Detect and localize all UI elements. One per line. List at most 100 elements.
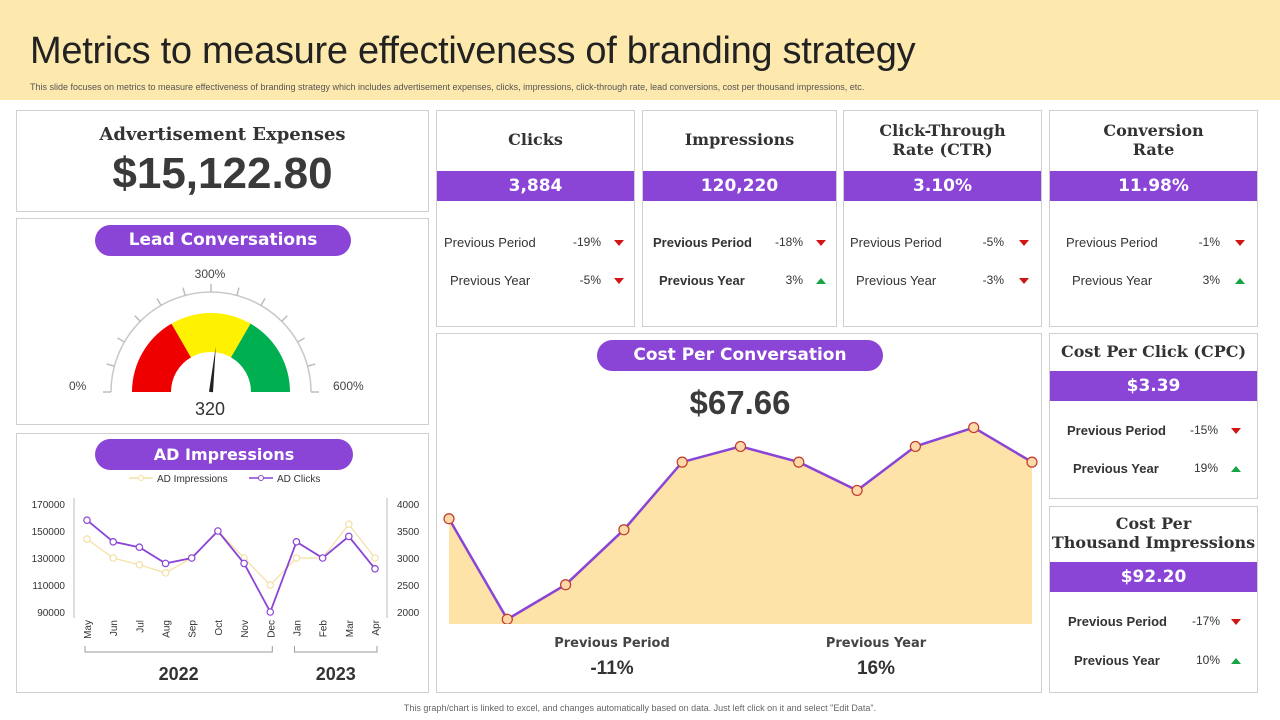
- x-tick-label: Sep: [188, 620, 199, 638]
- gauge-tick: [307, 363, 316, 367]
- comparison-row: Previous Period -1%: [1050, 235, 1257, 253]
- arrow-down-icon: [614, 278, 624, 284]
- data-point: [161, 569, 170, 577]
- arrow-up-icon: [1231, 466, 1241, 472]
- y-left-tick-label: 110000: [32, 581, 65, 592]
- gauge-tick: [156, 298, 162, 306]
- gauge-tick: [134, 315, 141, 322]
- kpi-impressions-panel: Impressions 120,220 Previous Period -18% P…: [642, 110, 837, 327]
- comparison-value: -19%: [572, 235, 601, 249]
- comparison-label: Previous Period: [1068, 614, 1167, 629]
- ad-expenses-title: Advertisement Expenses: [99, 124, 346, 145]
- data-point: [968, 421, 980, 434]
- comparison-label: Previous Period: [1067, 423, 1166, 438]
- arrow-down-icon: [614, 240, 624, 246]
- x-tick-label: Jan: [292, 620, 303, 636]
- kpi-value-bar: 3.10%: [844, 171, 1041, 201]
- year-label: 2023: [316, 664, 356, 684]
- cost-per-conversation-value: $67.66: [689, 384, 791, 421]
- year-bracket: [293, 646, 378, 653]
- cost-per-conversation-panel: Cost Per Conversation $67.66 Previous Pe…: [436, 333, 1042, 693]
- data-point: [292, 554, 301, 562]
- data-point: [345, 532, 353, 541]
- comparison-row: Previous Year 3%: [1050, 273, 1257, 291]
- kpi-value-bar: 120,220: [643, 171, 836, 201]
- cpm-value-bar: $92.20: [1050, 562, 1257, 592]
- comparison-value: 3%: [785, 273, 803, 287]
- comparison-row: Previous Period -5%: [844, 235, 1041, 253]
- page-title: Metrics to measure effectiveness of bran…: [30, 30, 916, 72]
- arrow-down-icon: [816, 240, 826, 246]
- data-point: [83, 535, 91, 543]
- y-left-tick-label: 150000: [32, 527, 66, 538]
- data-point: [501, 613, 513, 624]
- data-point: [266, 581, 275, 589]
- header-band: Metrics to measure effectiveness of bran…: [0, 0, 1280, 100]
- kpi-value-bar: 11.98%: [1050, 171, 1257, 201]
- ad-expenses-panel: Advertisement Expenses $15,122.80: [16, 110, 429, 212]
- gauge-max-label: 600%: [333, 379, 364, 393]
- kpi-title: Clicks: [508, 130, 563, 149]
- footer-note: This graph/chart is linked to excel, and…: [403, 703, 877, 713]
- comparison-row: Previous Year -3%: [844, 273, 1041, 291]
- gauge-tick: [182, 287, 186, 296]
- data-point: [371, 565, 379, 573]
- ad-expenses-value: $15,122.80: [112, 149, 333, 198]
- comparison-value: 10%: [1195, 653, 1220, 667]
- cost-per-conversation-pill: Cost Per Conversation: [597, 340, 883, 371]
- kpi-value-bar: 3,884: [437, 171, 634, 201]
- data-point: [318, 554, 327, 562]
- data-point: [560, 579, 572, 591]
- legend-marker: [258, 475, 264, 481]
- comparison-label: Previous Year: [856, 273, 937, 288]
- year-label: 2022: [159, 664, 199, 684]
- gauge-band: [171, 313, 251, 358]
- arrow-up-icon: [1231, 658, 1241, 664]
- lead-conversations-panel: Lead Conversations 300% 0% 600% 320: [16, 218, 429, 425]
- kpi-title-line1: Click-Through: [879, 121, 1006, 140]
- comparison-row: Previous Period -19%: [437, 235, 634, 253]
- data-point: [371, 554, 379, 562]
- lead-conversations-pill: Lead Conversations: [95, 225, 351, 256]
- data-point: [1026, 456, 1038, 468]
- x-tick-label: May: [83, 620, 94, 639]
- prev-period-label: Previous Period: [554, 636, 670, 651]
- arrow-down-icon: [1235, 240, 1245, 246]
- data-point: [109, 538, 117, 546]
- legend-label: AD Impressions: [157, 474, 228, 485]
- ad-impressions-chart: 170000 150000 130000 110000 90000 4000 3500 300…: [32, 474, 420, 684]
- gauge-band: [132, 323, 191, 392]
- comparison-row: Previous Year 19%: [1050, 461, 1257, 479]
- comparison-label: Previous Period: [444, 235, 536, 250]
- cpm-title-line2: Thousand Impressions: [1051, 533, 1256, 552]
- y-right-tick-label: 3500: [397, 527, 420, 538]
- x-tick-label: Apr: [371, 619, 382, 635]
- data-point: [676, 456, 688, 468]
- data-point: [240, 559, 248, 568]
- data-point: [135, 543, 144, 552]
- y-left-tick-label: 90000: [37, 608, 65, 619]
- comparison-label: Previous Year: [1073, 461, 1159, 476]
- y-right-tick-label: 2000: [397, 608, 420, 619]
- gauge-tick: [297, 337, 305, 343]
- cost-per-conversation-chart: [443, 421, 1038, 624]
- comparison-label: Previous Year: [450, 273, 531, 288]
- gauge-needle: [209, 346, 216, 393]
- x-tick-label: Mar: [345, 619, 356, 637]
- gauge-tick: [281, 315, 288, 322]
- comparison-value: -3%: [982, 273, 1004, 287]
- kpi-conversion-panel: Conversion Rate 11.98% Previous Period -1…: [1049, 110, 1258, 327]
- kpi-title-line2: Rate: [1132, 140, 1175, 159]
- year-bracket: [84, 646, 273, 653]
- prev-year-value: 16%: [856, 658, 896, 679]
- cpc-value-bar: $3.39: [1050, 371, 1257, 401]
- comparison-row: Previous Year 3%: [643, 273, 836, 291]
- cpm-panel: Cost Per Thousand Impressions $92.20 Pre…: [1049, 506, 1258, 693]
- x-tick-label: Jul: [135, 620, 146, 633]
- prev-year-label: Previous Year: [825, 636, 927, 651]
- gauge-tick: [236, 287, 240, 296]
- comparison-label: Previous Period: [850, 235, 942, 250]
- comparison-row: Previous Period -18%: [643, 235, 836, 253]
- x-tick-label: Nov: [240, 620, 251, 638]
- comparison-value: -17%: [1191, 614, 1220, 628]
